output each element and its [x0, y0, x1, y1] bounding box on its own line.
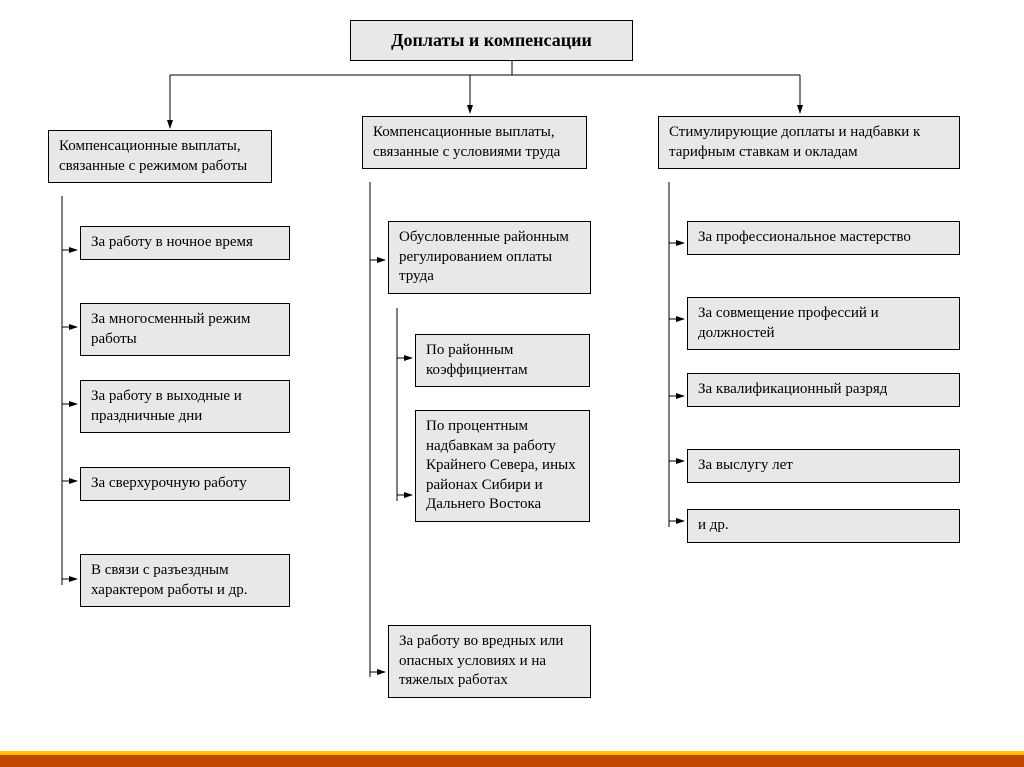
- left-item-4: За сверхурочную работу: [80, 467, 290, 501]
- left-item-1: За работу в ночное время: [80, 226, 290, 260]
- title-box: Доплаты и компенсации: [350, 20, 633, 61]
- right-item-4: За выслугу лет: [687, 449, 960, 483]
- right-item-3: За квалификационный разряд: [687, 373, 960, 407]
- right-item-1: За профессиональное мастерство: [687, 221, 960, 255]
- footer-bar: [0, 751, 1024, 767]
- middle-group: Обусловленные районным регулированием оп…: [388, 221, 591, 294]
- middle-sub-1: По районным коэффициентам: [415, 334, 590, 387]
- right-item-2: За совмещение профессий и должностей: [687, 297, 960, 350]
- left-item-3: За работу в выходные и праздничные дни: [80, 380, 290, 433]
- left-header: Компенсационные выплаты, связанные с реж…: [48, 130, 272, 183]
- right-header: Стимулирующие доплаты и надбавки к тариф…: [658, 116, 960, 169]
- middle-sub-2: По процентным надбавкам за работу Крайне…: [415, 410, 590, 522]
- middle-header: Компенсационные выплаты, связанные с усл…: [362, 116, 587, 169]
- left-item-2: За многосменный режим работы: [80, 303, 290, 356]
- middle-last: За работу во вредных или опасных условия…: [388, 625, 591, 698]
- right-item-5: и др.: [687, 509, 960, 543]
- left-item-5: В связи с разъездным характером работы и…: [80, 554, 290, 607]
